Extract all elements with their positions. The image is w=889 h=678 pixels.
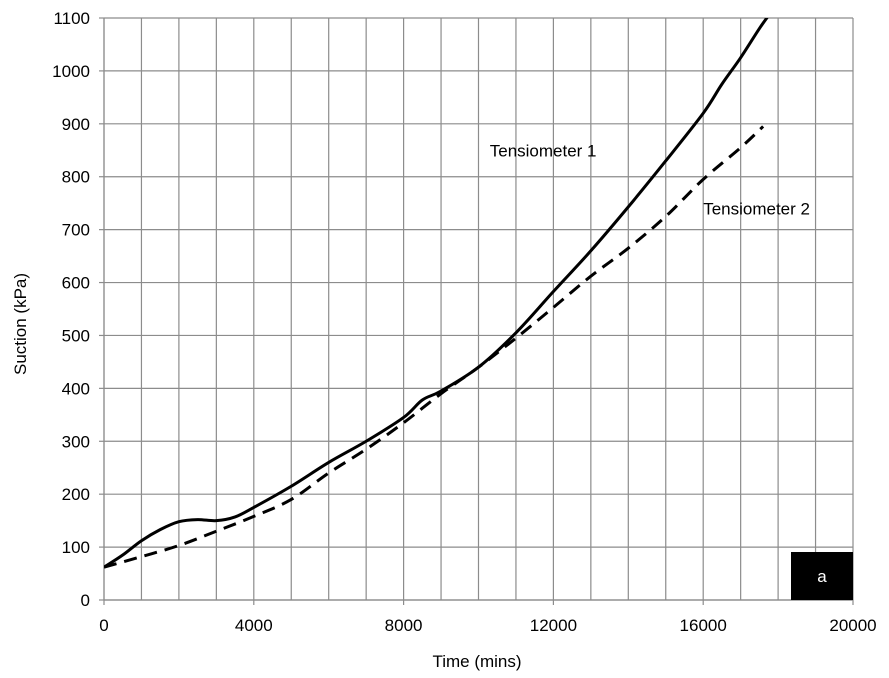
x-tick-label: 8000 [385,616,423,635]
y-tick-label: 900 [62,115,90,134]
panel-badge-label: a [817,567,827,586]
series-label-tensiometer-1: Tensiometer 1 [490,141,597,160]
y-tick-label: 800 [62,168,90,187]
x-tick-label: 20000 [829,616,876,635]
y-tick-label: 600 [62,274,90,293]
x-tick-label: 4000 [235,616,273,635]
panel-badge-background [791,552,853,600]
series-label-tensiometer-2: Tensiometer 2 [703,199,810,218]
y-tick-label: 400 [62,379,90,398]
series-line-tensiometer-2 [104,125,765,569]
y-axis-label: Suction (kPa) [11,273,30,375]
y-tick-label: 700 [62,221,90,240]
y-tick-label: 300 [62,432,90,451]
y-tick-label: 200 [62,485,90,504]
series-group [104,18,769,569]
x-tick-label: 0 [99,616,108,635]
series-line-tensiometer-1 [104,18,769,569]
x-axis-label: Time (mins) [432,652,521,671]
x-tick-label: 16000 [680,616,727,635]
y-tick-label: 500 [62,326,90,345]
y-tick-label: 0 [81,591,90,610]
grid [103,17,854,601]
y-tick-label: 100 [62,538,90,557]
x-tick-labels: 0 4000 8000 12000 16000 20000 [99,600,877,635]
y-tick-label: 1000 [52,62,90,81]
annotations: Tensiometer 1 Tensiometer 2 [490,141,810,218]
y-tick-labels: 0 100 200 300 400 500 600 700 800 900 1000 1100 [52,9,104,610]
panel-badge: a [791,552,853,600]
y-tick-label: 1100 [53,9,90,28]
x-tick-label: 12000 [530,616,577,635]
axes [103,18,853,601]
